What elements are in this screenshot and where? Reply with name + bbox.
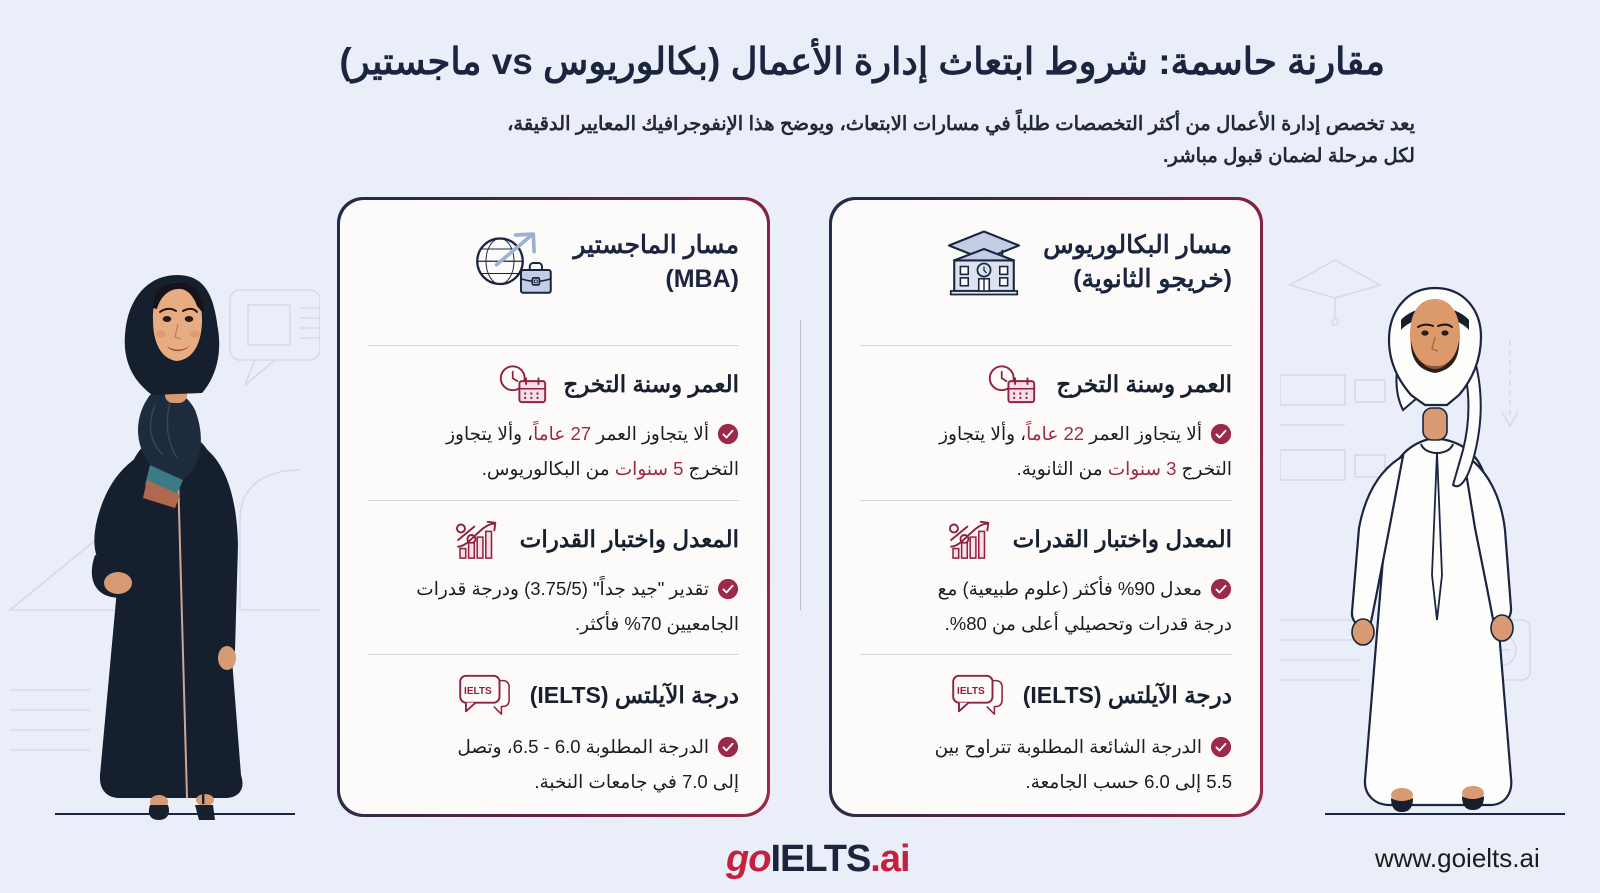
svg-text:IELTS: IELTS <box>464 686 492 697</box>
svg-text:IELTS: IELTS <box>957 686 985 697</box>
